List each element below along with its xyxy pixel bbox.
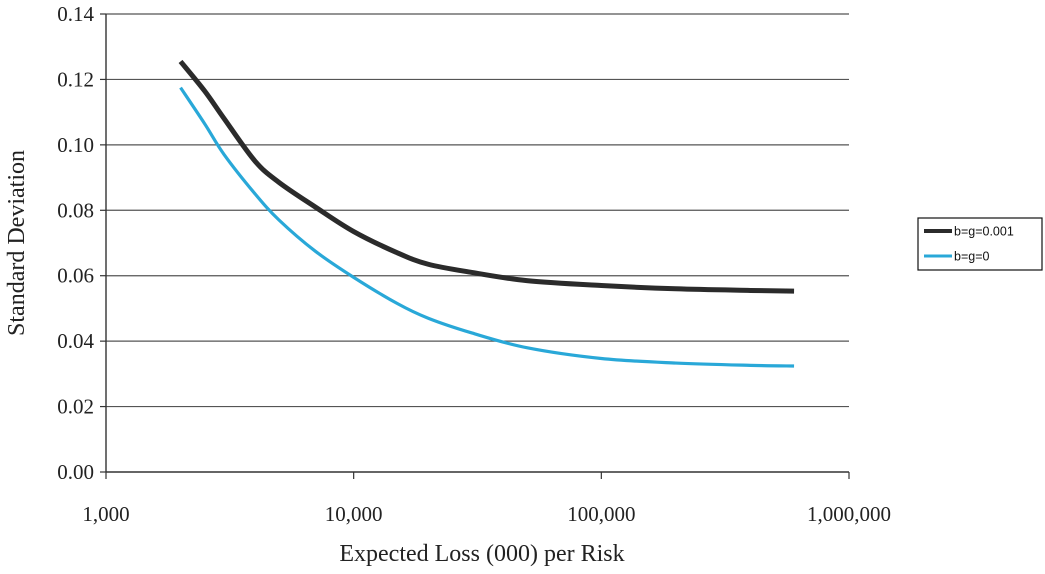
x-tick-label: 1,000 bbox=[82, 502, 129, 526]
y-tick-label: 0.02 bbox=[57, 395, 94, 419]
series-line-b-g-0-001 bbox=[178, 59, 795, 294]
legend: b=g=0.001 b=g=0 bbox=[917, 217, 1043, 271]
y-tick-label: 0.12 bbox=[57, 67, 94, 91]
legend-label-b-g-0-001: b=g=0.001 bbox=[954, 225, 1014, 239]
y-axis-title: Standard Deviation bbox=[4, 150, 30, 336]
legend-box bbox=[917, 217, 1043, 271]
y-tick-label: 0.06 bbox=[57, 264, 94, 288]
legend-label-b-g-0: b=g=0 bbox=[954, 250, 990, 264]
series-line-b-g-0 bbox=[179, 86, 795, 368]
y-tick-label: 0.00 bbox=[57, 460, 94, 484]
x-tick-label: 1,000,000 bbox=[807, 502, 891, 526]
y-tick-label: 0.14 bbox=[57, 2, 94, 26]
x-axis-ticks: 1,000 10,000 100,000 1,000,000 bbox=[82, 472, 891, 526]
x-tick-label: 100,000 bbox=[567, 502, 635, 526]
x-tick-label: 10,000 bbox=[325, 502, 383, 526]
gridlines bbox=[106, 13, 849, 408]
x-axis-title: Expected Loss (000) per Risk bbox=[339, 541, 624, 567]
series-layer bbox=[178, 59, 795, 368]
y-tick-label: 0.10 bbox=[57, 133, 94, 157]
y-tick-label: 0.08 bbox=[57, 198, 94, 222]
y-axis-ticks: 0.00 0.02 0.04 0.06 0.08 0.10 0.12 0.14 bbox=[57, 2, 106, 484]
y-tick-label: 0.04 bbox=[57, 329, 94, 353]
axes bbox=[105, 14, 849, 473]
